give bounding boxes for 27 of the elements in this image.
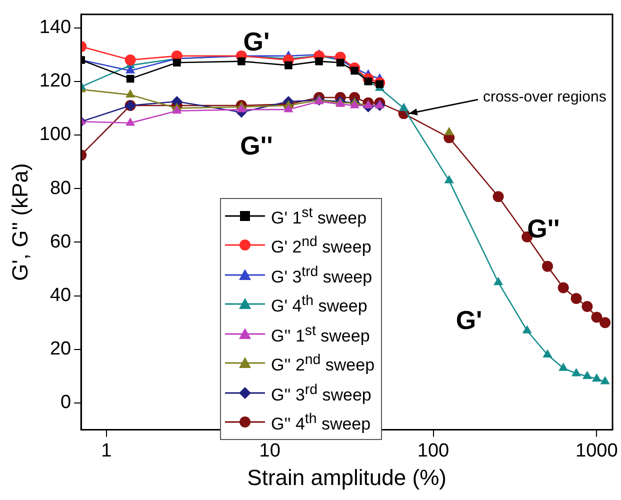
legend-label: G'' 4$^{th}$ sweep xyxy=(271,410,371,436)
legend-label: G'' 1$^{st}$ sweep xyxy=(271,322,370,348)
x-tick-label: 1 xyxy=(101,440,112,462)
annotation: G' xyxy=(456,304,482,335)
legend-label: G' 4$^{th}$ sweep xyxy=(271,292,368,318)
y-tick-label: 40 xyxy=(50,285,72,306)
x-tick-label: 100 xyxy=(417,440,450,462)
y-tick-label: 120 xyxy=(39,70,72,92)
x-tick-label: 1000 xyxy=(576,440,618,462)
y-tick-label: 140 xyxy=(39,17,72,38)
annotation: G'' xyxy=(527,214,560,244)
y-axis-title: G', G'' (kPa) xyxy=(7,163,32,281)
y-tick-label: 80 xyxy=(50,178,72,199)
annotation: G'' xyxy=(240,130,273,160)
y-tick-label: 100 xyxy=(39,124,72,146)
legend-label: G' 3$^{trd}$ sweep xyxy=(271,262,372,289)
annotation: cross-over regions xyxy=(482,88,606,106)
annotation: G' xyxy=(243,26,270,57)
y-tick-label: 60 xyxy=(50,231,72,252)
x-axis-title: Strain amplitude (%) xyxy=(247,464,446,490)
legend-label: G'' 2$^{nd}$ sweep xyxy=(271,351,375,378)
legend-label: G'' 3$^{rd}$ sweep xyxy=(271,380,372,407)
legend-label: G' 1$^{st}$ sweep xyxy=(271,204,367,230)
y-tick-label: 20 xyxy=(50,338,72,360)
y-tick-label: 0 xyxy=(60,392,72,414)
x-tick-label: 10 xyxy=(259,440,280,462)
legend-label: G' 2$^{nd}$ sweep xyxy=(271,233,372,260)
